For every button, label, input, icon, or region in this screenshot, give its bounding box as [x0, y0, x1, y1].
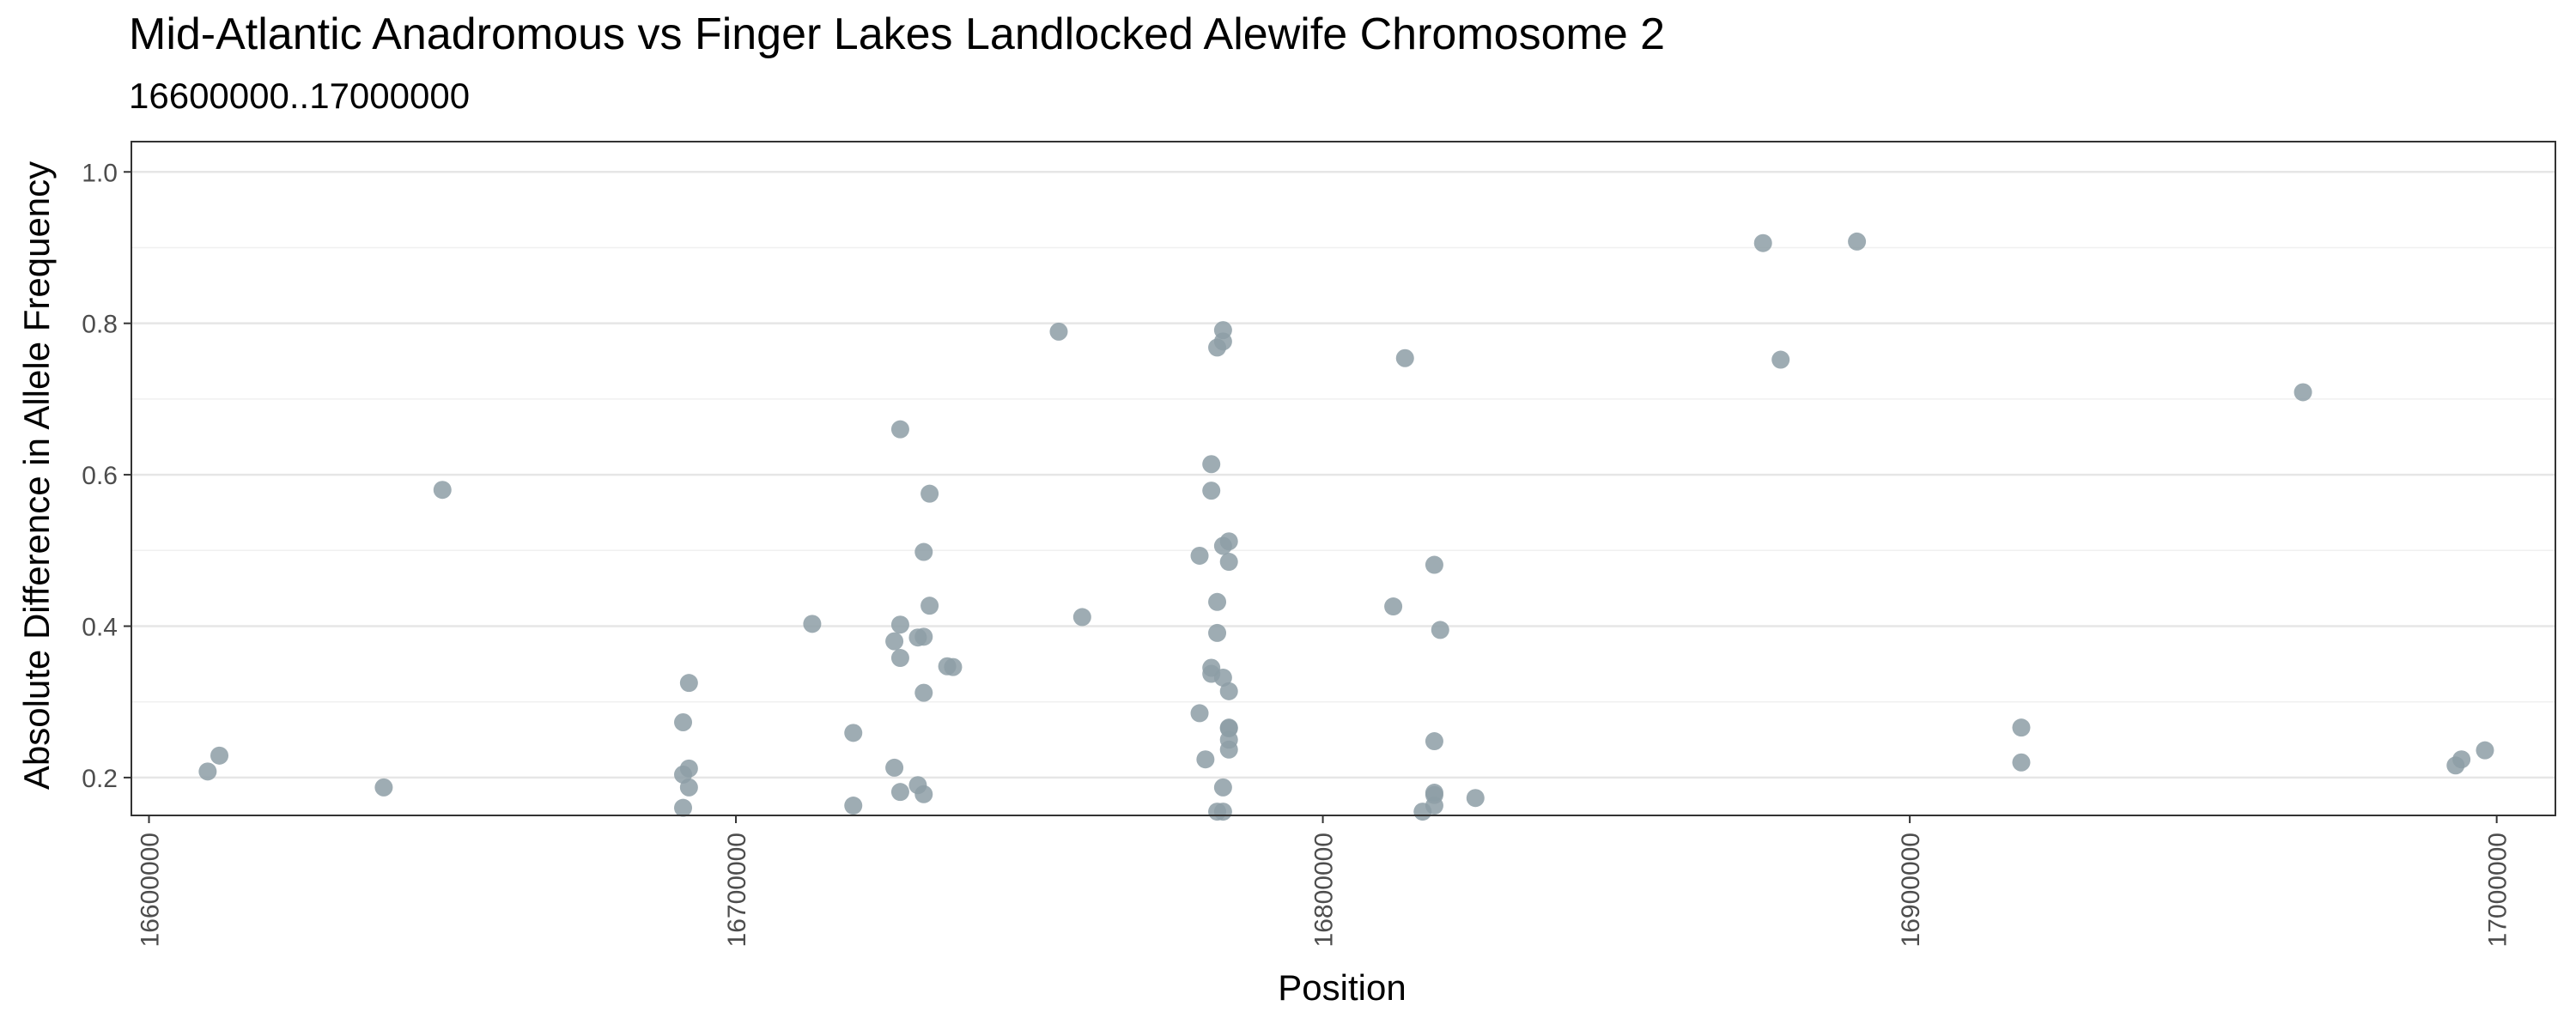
- data-point: [2293, 383, 2312, 402]
- data-point: [1208, 623, 1227, 642]
- grid-layer: [131, 171, 2555, 779]
- data-point: [1202, 482, 1221, 500]
- data-point: [1072, 608, 1091, 627]
- data-point: [1219, 553, 1238, 572]
- y-tick-label: 0.4: [82, 613, 118, 641]
- data-point: [2452, 750, 2471, 769]
- x-tick-label: 16600000: [137, 833, 165, 947]
- data-point: [914, 627, 933, 646]
- chart-title: Mid-Atlantic Anadromous vs Finger Lakes …: [129, 9, 1666, 59]
- y-axis-title: Absolute Difference in Allele Frequency: [16, 161, 57, 790]
- data-point: [374, 778, 393, 797]
- data-point: [885, 758, 904, 777]
- data-point: [679, 778, 698, 797]
- data-point: [2012, 718, 2031, 737]
- data-point: [1753, 233, 1772, 252]
- x-tick-label: 17000000: [2484, 833, 2512, 947]
- x-tick-label: 16800000: [1310, 833, 1339, 947]
- data-point: [1219, 682, 1238, 700]
- y-tick-label: 1.0: [82, 159, 118, 187]
- data-point: [198, 762, 217, 781]
- data-point: [803, 615, 822, 633]
- data-point: [890, 649, 909, 668]
- data-point: [920, 484, 939, 503]
- chart-subtitle: 16600000..17000000: [129, 76, 471, 116]
- data-point: [674, 798, 693, 817]
- x-tick-label: 16900000: [1897, 833, 1925, 947]
- data-point: [1202, 455, 1221, 474]
- data-point: [1190, 704, 1209, 723]
- data-point: [1208, 338, 1227, 357]
- data-point: [433, 481, 452, 500]
- data-point: [844, 797, 863, 815]
- data-point: [1208, 592, 1227, 611]
- data-point: [920, 597, 939, 615]
- x-axis-title: Position: [1278, 967, 1406, 1008]
- data-point: [1213, 778, 1232, 797]
- y-tick-label: 0.6: [82, 462, 118, 490]
- points-layer: [198, 232, 2494, 821]
- data-point: [890, 615, 909, 634]
- data-point: [1384, 597, 1403, 616]
- data-point: [1213, 803, 1232, 821]
- data-point: [2012, 753, 2031, 772]
- data-point: [844, 724, 863, 742]
- data-point: [1466, 789, 1485, 808]
- x-tick-label: 16700000: [723, 833, 751, 947]
- data-point: [1196, 750, 1215, 769]
- data-point: [944, 657, 963, 676]
- data-point: [1049, 322, 1068, 341]
- data-point: [1190, 546, 1209, 565]
- data-point: [2476, 741, 2494, 760]
- data-point: [914, 683, 933, 702]
- data-point: [679, 674, 698, 693]
- data-point: [1425, 555, 1443, 574]
- data-point: [674, 713, 693, 732]
- data-point: [1848, 232, 1867, 251]
- data-point: [210, 746, 229, 765]
- panel-border: [131, 141, 2556, 816]
- data-point: [1213, 668, 1232, 687]
- data-point: [1413, 803, 1432, 821]
- data-point: [1425, 732, 1443, 751]
- data-point: [914, 542, 933, 561]
- data-point: [890, 783, 909, 802]
- data-point: [1771, 350, 1790, 369]
- y-tick-label: 0.8: [82, 311, 118, 339]
- axis-layer: 0.2 0.4 0.6 0.8 1.0 16600000 16700000 16800000 1…: [82, 159, 2512, 947]
- data-point: [1395, 348, 1414, 367]
- data-point: [914, 785, 933, 803]
- data-point: [885, 632, 904, 651]
- data-point: [1213, 536, 1232, 555]
- data-point: [1431, 621, 1449, 639]
- y-tick-label: 0.2: [82, 765, 118, 793]
- data-point: [890, 420, 909, 439]
- data-point: [1219, 740, 1238, 759]
